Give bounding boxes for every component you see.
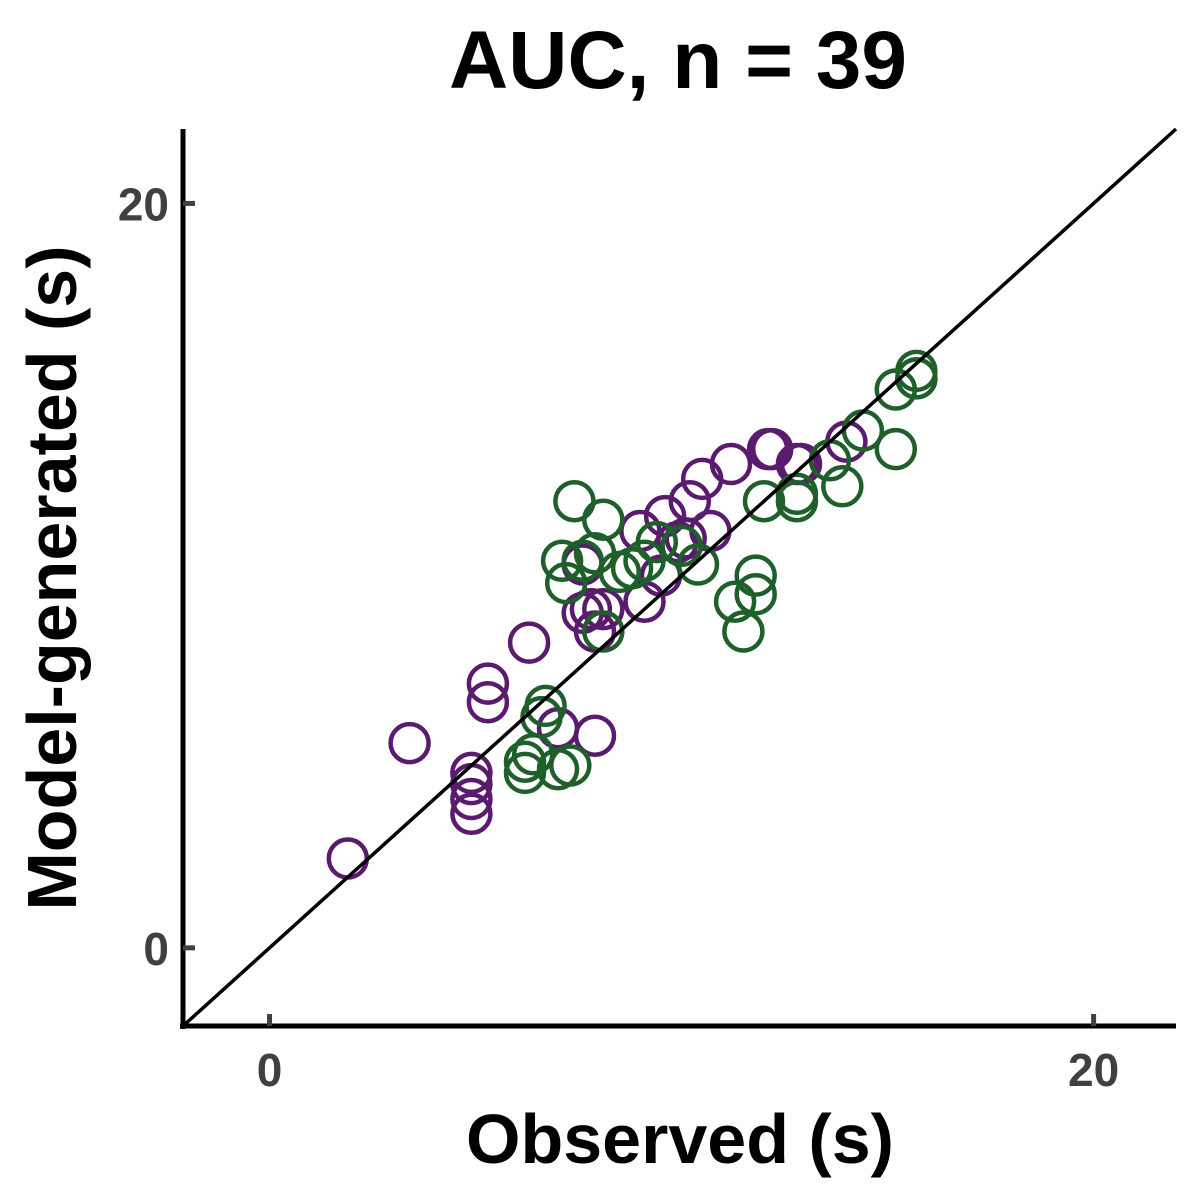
data-point — [569, 587, 613, 631]
data-point — [466, 680, 510, 724]
chart-title: AUC, n = 39 — [449, 15, 907, 106]
data-point — [503, 751, 547, 795]
data-point — [582, 587, 625, 631]
x-tick-label: 0 — [257, 1044, 283, 1096]
data-point — [709, 442, 753, 486]
data-point — [450, 792, 493, 836]
data-point — [450, 777, 493, 821]
data-point — [503, 740, 547, 783]
data-point — [549, 744, 592, 787]
data-point — [524, 684, 567, 728]
data-point — [507, 621, 551, 664]
y-axis-title: Model-generated (s) — [13, 245, 91, 910]
identity-line — [181, 127, 1178, 1028]
data-point — [680, 457, 724, 501]
y-tick-label: 20 — [118, 178, 169, 230]
data-point — [775, 479, 819, 523]
data-point — [553, 479, 596, 523]
data-point — [713, 580, 757, 623]
data-point — [540, 539, 584, 583]
data-point — [573, 714, 617, 757]
data-point — [742, 479, 786, 523]
data-point — [734, 554, 777, 597]
x-tick-label: 20 — [1068, 1044, 1119, 1096]
data-points — [326, 349, 938, 880]
data-point — [623, 539, 666, 583]
axis-ticks: 0 20 0 20 — [118, 178, 1119, 1096]
data-point — [466, 662, 510, 705]
data-point — [821, 465, 864, 508]
data-point — [874, 427, 918, 471]
data-point — [450, 751, 493, 795]
data-point — [388, 721, 431, 765]
data-point — [722, 610, 765, 653]
x-axis-title: Observed (s) — [466, 1100, 894, 1178]
data-point — [734, 572, 777, 616]
data-point — [326, 837, 370, 880]
data-point — [895, 349, 938, 393]
data-point — [676, 543, 720, 586]
data-point — [668, 479, 712, 523]
y-tick-label: 0 — [143, 923, 169, 975]
